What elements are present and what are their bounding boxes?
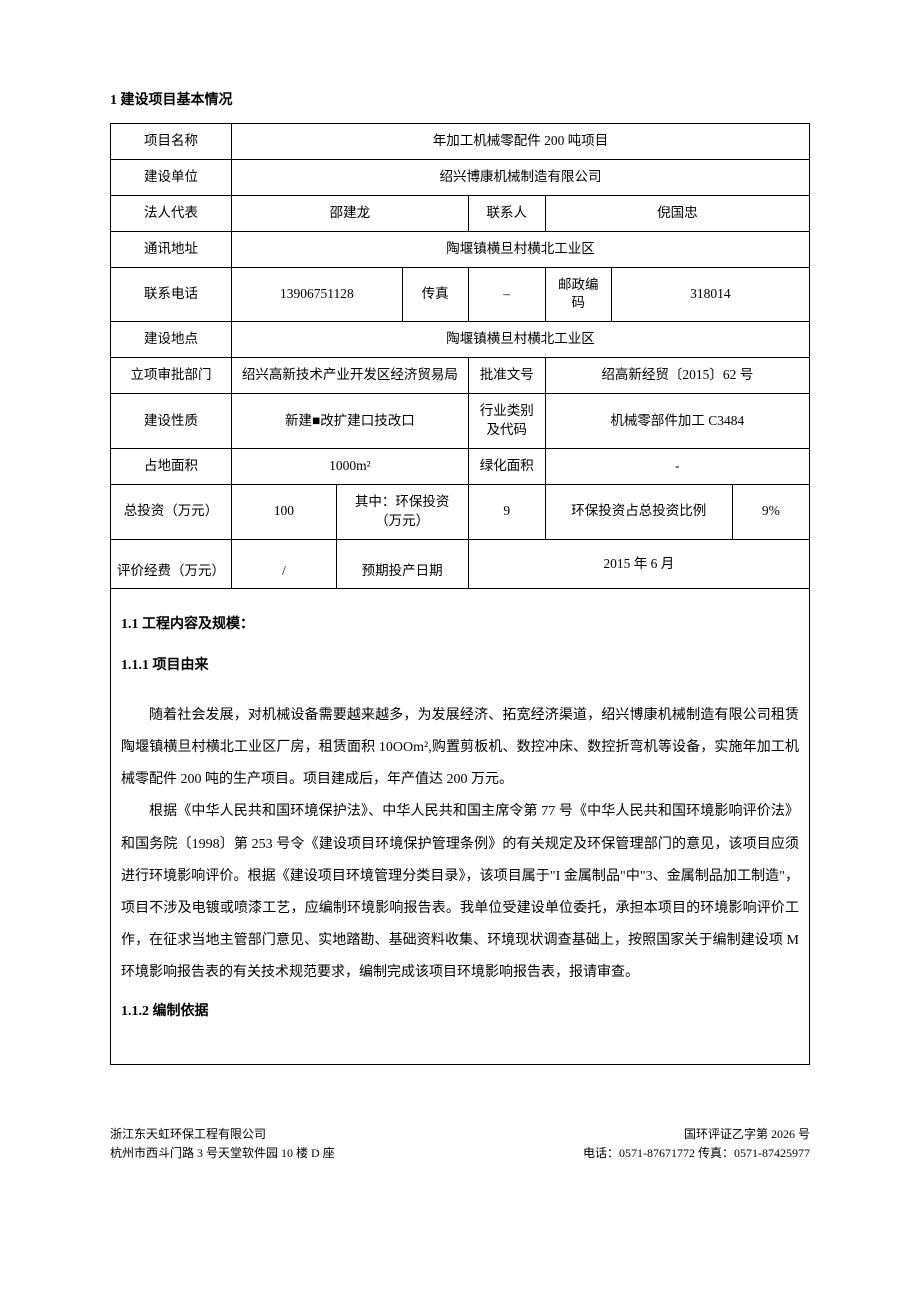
label-env-ratio: 环保投资占总投资比例 [545,484,732,539]
value-site: 陶堰镇横旦村横北工业区 [232,322,810,358]
label-expected-date: 预期投产日期 [336,539,468,589]
value-project-name: 年加工机械零配件 200 吨项目 [232,124,810,160]
heading-1-1-1: 1.1.1 项目由来 [121,650,799,682]
label-approval-dept: 立项审批部门 [111,358,232,394]
label-postcode: 邮政编码 [545,267,611,322]
footer-right: 国环评证乙字第 2026 号 电话：0571-87671772 传真：0571-… [583,1125,810,1163]
heading-1-1: 1.1 工程内容及规模： [121,609,799,641]
value-expected-date: 2015 年 6 月 [468,539,809,589]
value-contact: 倪国忠 [545,195,809,231]
label-address: 通讯地址 [111,231,232,267]
label-total-invest: 总投资（万元） [111,484,232,539]
label-project-name: 项目名称 [111,124,232,160]
table-row: 建设单位 绍兴博康机械制造有限公司 [111,159,810,195]
value-address: 陶堰镇横旦村横北工业区 [232,231,810,267]
label-site: 建设地点 [111,322,232,358]
value-postcode: 318014 [611,267,809,322]
value-land-area: 1000m² [232,448,469,484]
value-builder: 绍兴博康机械制造有限公司 [232,159,810,195]
footer-left: 浙江东天虹环保工程有限公司 杭州市西斗门路 3 号天堂软件园 10 楼 D 座 [110,1125,335,1163]
value-approval-no: 绍高新经贸〔2015〕62 号 [545,358,809,394]
label-contact: 联系人 [468,195,545,231]
label-land-area: 占地面积 [111,448,232,484]
value-industry: 机械零部件加工 C3484 [545,394,809,449]
project-info-table: 项目名称 年加工机械零配件 200 吨项目 建设单位 绍兴博康机械制造有限公司 … [110,123,810,589]
heading-1-1-2: 1.1.2 编制依据 [121,996,799,1028]
label-env-invest: 其中：环保投资（万元） [336,484,468,539]
label-builder: 建设单位 [111,159,232,195]
table-row: 占地面积 1000m² 绿化面积 - [111,448,810,484]
footer-company: 浙江东天虹环保工程有限公司 [110,1125,335,1144]
label-approval-no: 批准文号 [468,358,545,394]
value-phone: 13906751128 [232,267,403,322]
table-row: 联系电话 13906751128 传真 – 邮政编码 318014 [111,267,810,322]
value-fax: – [468,267,545,322]
footer-cert: 国环评证乙字第 2026 号 [583,1125,810,1144]
value-env-ratio: 9% [732,484,809,539]
label-eval-cost: 评价经费（万元） [111,539,232,589]
table-row: 建设地点 陶堰镇横旦村横北工业区 [111,322,810,358]
label-nature: 建设性质 [111,394,232,449]
value-green-area: - [545,448,809,484]
content-box: 1.1 工程内容及规模： 1.1.1 项目由来 随着社会发展，对机械设备需要越来… [110,589,810,1064]
footer-address: 杭州市西斗门路 3 号天堂软件园 10 楼 D 座 [110,1144,335,1163]
table-row: 立项审批部门 绍兴高新技术产业开发区经济贸易局 批准文号 绍高新经贸〔2015〕… [111,358,810,394]
table-row: 总投资（万元） 100 其中：环保投资（万元） 9 环保投资占总投资比例 9% [111,484,810,539]
footer-phone: 电话：0571-87671772 传真：0571-87425977 [583,1144,810,1163]
value-nature: 新建■改扩建口技改口 [232,394,469,449]
value-eval-cost: / [232,539,337,589]
label-green-area: 绿化面积 [468,448,545,484]
table-row: 建设性质 新建■改扩建口技改口 行业类别及代码 机械零部件加工 C3484 [111,394,810,449]
paragraph-1: 随着社会发展，对机械设备需要越来越多，为发展经济、拓宽经济渠道，绍兴博康机械制造… [121,700,799,797]
table-row: 通讯地址 陶堰镇横旦村横北工业区 [111,231,810,267]
table-row: 项目名称 年加工机械零配件 200 吨项目 [111,124,810,160]
table-row: 评价经费（万元） / 预期投产日期 2015 年 6 月 [111,539,810,589]
label-phone: 联系电话 [111,267,232,322]
value-env-invest: 9 [468,484,545,539]
label-fax: 传真 [402,267,468,322]
paragraph-2: 根据《中华人民共和国环境保护法》、中华人民共和国主席令第 77 号《中华人民共和… [121,796,799,989]
table-row: 法人代表 邵建龙 联系人 倪国忠 [111,195,810,231]
label-industry: 行业类别及代码 [468,394,545,449]
section-title: 1 建设项目基本情况 [110,90,810,111]
value-approval-dept: 绍兴高新技术产业开发区经济贸易局 [232,358,469,394]
page-footer: 浙江东天虹环保工程有限公司 杭州市西斗门路 3 号天堂软件园 10 楼 D 座 … [110,1125,810,1163]
label-legal-rep: 法人代表 [111,195,232,231]
value-total-invest: 100 [232,484,337,539]
value-legal-rep: 邵建龙 [232,195,469,231]
